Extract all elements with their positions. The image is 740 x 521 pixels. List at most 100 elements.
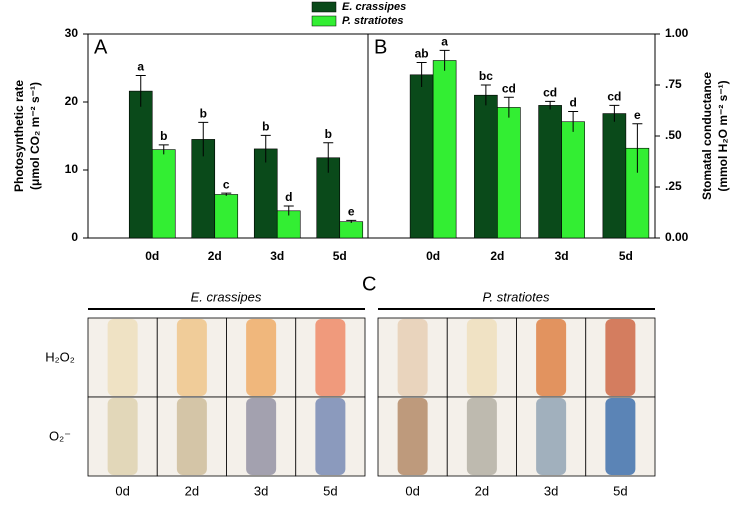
group-title: P. stratiotes bbox=[483, 289, 550, 304]
y-tick-label: .75 bbox=[665, 77, 682, 91]
stem bbox=[536, 319, 567, 396]
column-label: 5d bbox=[613, 483, 627, 498]
stem bbox=[107, 319, 138, 396]
column-label: 2d bbox=[475, 483, 489, 498]
y-axis-label: (μmol CO₂ m⁻² s⁻¹) bbox=[28, 82, 42, 190]
error-bar bbox=[416, 62, 427, 88]
significance-letter: d bbox=[569, 96, 576, 110]
panel-label: A bbox=[94, 36, 108, 58]
stem bbox=[397, 319, 428, 396]
column-label: 5d bbox=[323, 483, 337, 498]
significance-letter: a bbox=[137, 60, 144, 74]
x-tick-label: 0d bbox=[145, 249, 159, 263]
bar bbox=[497, 107, 521, 239]
y-tick-label: 0.00 bbox=[665, 230, 689, 244]
stem bbox=[107, 398, 138, 475]
error-bar bbox=[323, 142, 334, 173]
stem bbox=[605, 319, 636, 396]
bar bbox=[432, 60, 457, 239]
x-tick-label: 2d bbox=[490, 249, 504, 263]
significance-letter: c bbox=[223, 177, 230, 191]
y-tick-label: 10 bbox=[65, 162, 79, 176]
legend-swatch bbox=[311, 15, 337, 27]
y-tick-label: 30 bbox=[65, 26, 79, 40]
legend-label: P. stratiotes bbox=[342, 15, 404, 27]
legend-swatch bbox=[311, 1, 337, 13]
error-bar bbox=[480, 84, 491, 106]
error-bar bbox=[439, 49, 450, 71]
bar bbox=[128, 90, 153, 239]
stem bbox=[466, 319, 497, 396]
significance-letter: b bbox=[325, 127, 332, 141]
significance-letter: d bbox=[285, 190, 292, 204]
column-label: 0d bbox=[405, 483, 419, 498]
stem bbox=[176, 398, 207, 475]
column-label: 3d bbox=[254, 483, 268, 498]
error-bar bbox=[503, 96, 514, 118]
error-bar bbox=[346, 219, 357, 224]
significance-letter: cd bbox=[543, 85, 557, 99]
error-bar bbox=[158, 144, 169, 155]
row-label: O₂⁻ bbox=[49, 428, 71, 443]
column-label: 3d bbox=[544, 483, 558, 498]
y-tick-label: .50 bbox=[665, 128, 682, 142]
bar bbox=[602, 113, 627, 239]
x-tick-label: 3d bbox=[270, 249, 284, 263]
stem bbox=[466, 398, 497, 475]
x-tick-label: 0d bbox=[426, 249, 440, 263]
stem bbox=[315, 319, 346, 396]
significance-letter: a bbox=[441, 34, 448, 48]
y-tick-label: 1.00 bbox=[665, 26, 689, 40]
significance-letter: b bbox=[262, 119, 269, 133]
bar bbox=[214, 194, 239, 239]
panel-label: B bbox=[374, 36, 387, 58]
significance-letter: b bbox=[160, 129, 167, 143]
bar bbox=[409, 74, 434, 239]
error-bar bbox=[632, 123, 643, 173]
bar bbox=[474, 94, 498, 239]
y-tick-label: 20 bbox=[65, 94, 79, 108]
error-bar bbox=[221, 192, 232, 196]
bar bbox=[151, 149, 176, 239]
stem bbox=[176, 319, 207, 396]
stem bbox=[536, 398, 567, 475]
column-label: 2d bbox=[185, 483, 199, 498]
y-axis-label: Stomatal conductance bbox=[700, 72, 714, 200]
significance-letter: bc bbox=[479, 69, 493, 83]
stem bbox=[246, 319, 277, 396]
significance-letter: cd bbox=[607, 90, 621, 104]
error-bar bbox=[283, 205, 294, 216]
legend-label: E. crassipes bbox=[342, 1, 406, 13]
significance-letter: ab bbox=[415, 47, 429, 61]
significance-letter: cd bbox=[502, 81, 516, 95]
error-bar bbox=[568, 111, 579, 132]
x-tick-label: 3d bbox=[555, 249, 569, 263]
error-bar bbox=[260, 134, 271, 163]
significance-letter: e bbox=[634, 108, 641, 122]
column-label: 0d bbox=[115, 483, 129, 498]
bar bbox=[339, 221, 364, 239]
x-tick-label: 5d bbox=[333, 249, 347, 263]
error-bar bbox=[135, 74, 146, 107]
photo-panel: C H₂O₂ O₂⁻ E. crassipes 0d 2d 3d 5d P. stratiote… bbox=[45, 273, 656, 498]
error-bar bbox=[609, 104, 620, 122]
stem bbox=[605, 398, 636, 475]
y-axis-label: (mmol H₂O m⁻² s⁻¹) bbox=[716, 80, 730, 191]
x-tick-label: 5d bbox=[619, 249, 633, 263]
stem bbox=[397, 398, 428, 475]
error-bar bbox=[198, 121, 209, 157]
significance-letter: e bbox=[348, 204, 355, 218]
stem bbox=[315, 398, 346, 475]
error-bar bbox=[545, 100, 556, 110]
group-title: E. crassipes bbox=[191, 289, 262, 304]
x-tick-label: 2d bbox=[208, 249, 222, 263]
significance-letter: b bbox=[200, 107, 207, 121]
stem bbox=[246, 398, 277, 475]
panel-label: C bbox=[362, 273, 376, 295]
y-tick-label: 0 bbox=[71, 230, 78, 244]
bar bbox=[538, 105, 562, 239]
bar bbox=[561, 121, 585, 239]
row-label: H₂O₂ bbox=[45, 349, 75, 364]
y-axis-label: Photosynthetic rate bbox=[12, 80, 26, 192]
